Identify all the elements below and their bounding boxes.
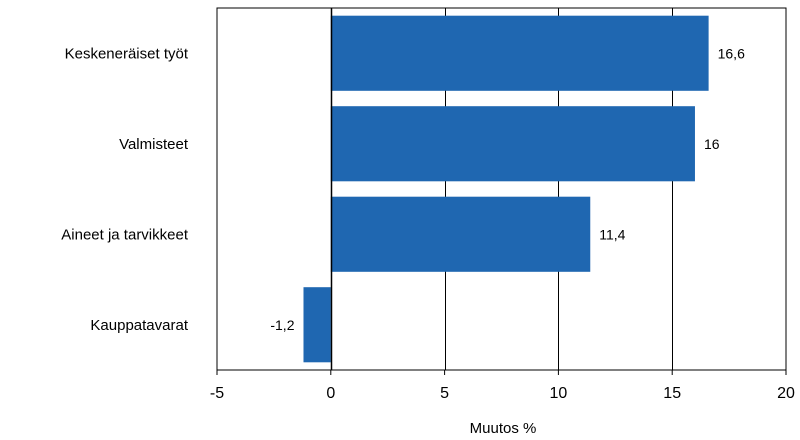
x-axis-title: Muutos % xyxy=(470,420,537,437)
category-label: Kauppatavarat xyxy=(90,317,188,334)
data-label: 16,6 xyxy=(718,45,745,61)
bar xyxy=(330,196,591,272)
x-tick-label: 10 xyxy=(550,385,568,402)
data-label: 16 xyxy=(704,136,720,152)
category-label: Valmisteet xyxy=(119,136,189,153)
x-tick-label: -5 xyxy=(210,385,224,402)
bar xyxy=(303,287,331,363)
x-tick-label: 5 xyxy=(440,385,449,402)
bar xyxy=(330,15,709,91)
bar xyxy=(330,106,695,182)
x-tick-label: 15 xyxy=(663,385,681,402)
category-label: Keskeneräiset työt xyxy=(65,45,189,62)
data-label: -1,2 xyxy=(270,317,294,333)
category-labels: Keskeneräiset työt Valmisteet Aineet ja ta… xyxy=(61,45,189,334)
category-label: Aineet ja tarvikkeet xyxy=(61,226,189,243)
bars xyxy=(303,15,709,363)
x-tick-label: 20 xyxy=(777,385,795,402)
value-labels: 16,6 16 11,4 -1,2 xyxy=(270,45,745,333)
x-tick-labels: -5 0 5 10 15 20 xyxy=(210,370,795,402)
data-label: 11,4 xyxy=(599,226,625,242)
x-tick-label: 0 xyxy=(326,385,335,402)
